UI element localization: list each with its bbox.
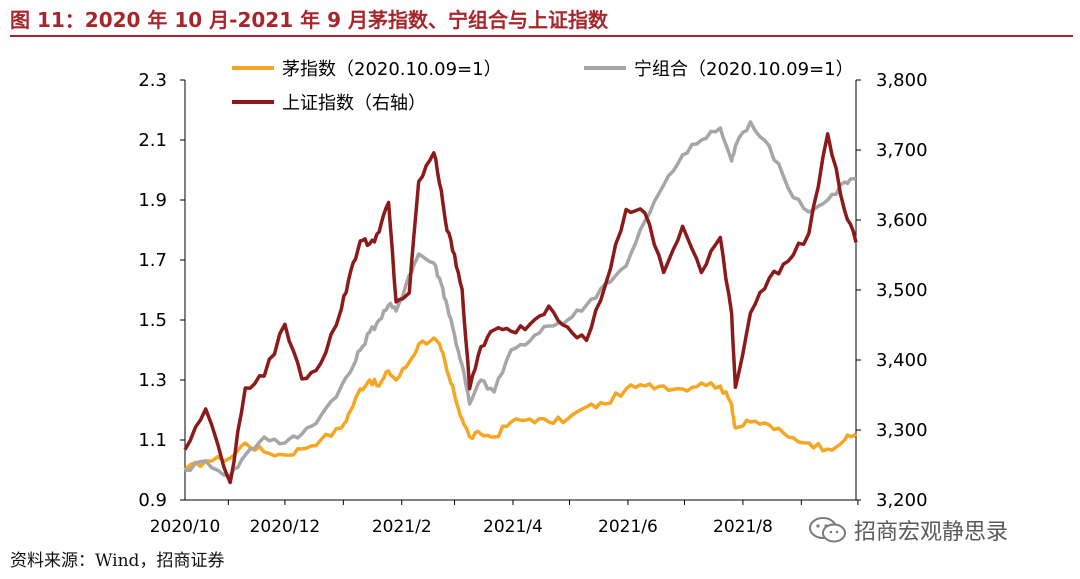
y-left-tick-label: 2.3 bbox=[138, 70, 167, 91]
series-line-1 bbox=[183, 336, 858, 472]
series-line-3 bbox=[183, 132, 858, 485]
y-right-tick-label: 3,800 bbox=[876, 70, 928, 91]
watermark: 招商宏观静思录 bbox=[808, 512, 1008, 548]
y-right-tick-label: 3,500 bbox=[876, 280, 928, 301]
series-line-2 bbox=[184, 120, 857, 478]
title-divider bbox=[10, 35, 1073, 37]
y-right-tick-label: 3,400 bbox=[876, 350, 928, 371]
y-right-tick-label: 3,200 bbox=[876, 490, 928, 511]
watermark-text: 招商宏观静思录 bbox=[854, 520, 1009, 545]
x-tick-label: 2021/4 bbox=[483, 517, 543, 537]
legend-label: 上证指数（右轴） bbox=[282, 93, 426, 114]
y-left-tick-label: 1.7 bbox=[138, 250, 167, 271]
series-lines bbox=[183, 120, 858, 485]
y-right-tick-label: 3,600 bbox=[876, 210, 928, 231]
x-tick-label: 2021/2 bbox=[372, 517, 432, 537]
source-note: 资料来源：Wind，招商证券 bbox=[10, 551, 225, 571]
y-right-tick-label: 3,700 bbox=[876, 140, 928, 161]
legend-label: 茅指数（2020.10.09=1） bbox=[282, 59, 502, 80]
y-left-tick-label: 1.1 bbox=[138, 430, 167, 451]
legend-label: 宁组合（2020.10.09=1） bbox=[634, 59, 854, 80]
x-tick-label: 2021/6 bbox=[598, 517, 658, 537]
y-left-tick-label: 1.3 bbox=[138, 370, 167, 391]
y-left-tick-label: 0.9 bbox=[138, 490, 167, 511]
x-tick-label: 2021/8 bbox=[713, 517, 773, 537]
y-left-tick-label: 1.5 bbox=[138, 310, 167, 331]
x-tick-label: 2020/12 bbox=[250, 517, 321, 537]
x-tick-label: 2020/10 bbox=[150, 517, 221, 537]
legend: 茅指数（2020.10.09=1） 宁组合（2020.10.09=1） 上证指数（右… bbox=[232, 59, 854, 114]
axes: 0.9 1.1 1.3 1.5 1.7 1.9 2.1 2.3 3,200 3,300 3,400 3… bbox=[138, 70, 927, 537]
figure-title: 图 11：2020 年 10 月-2021 年 9 月茅指数、宁组合与上证指数 bbox=[10, 8, 608, 32]
wechat-icon bbox=[809, 517, 846, 543]
y-left-tick-label: 2.1 bbox=[138, 130, 167, 151]
y-right-tick-label: 3,300 bbox=[876, 420, 928, 441]
y-left-tick-label: 1.9 bbox=[138, 190, 167, 211]
